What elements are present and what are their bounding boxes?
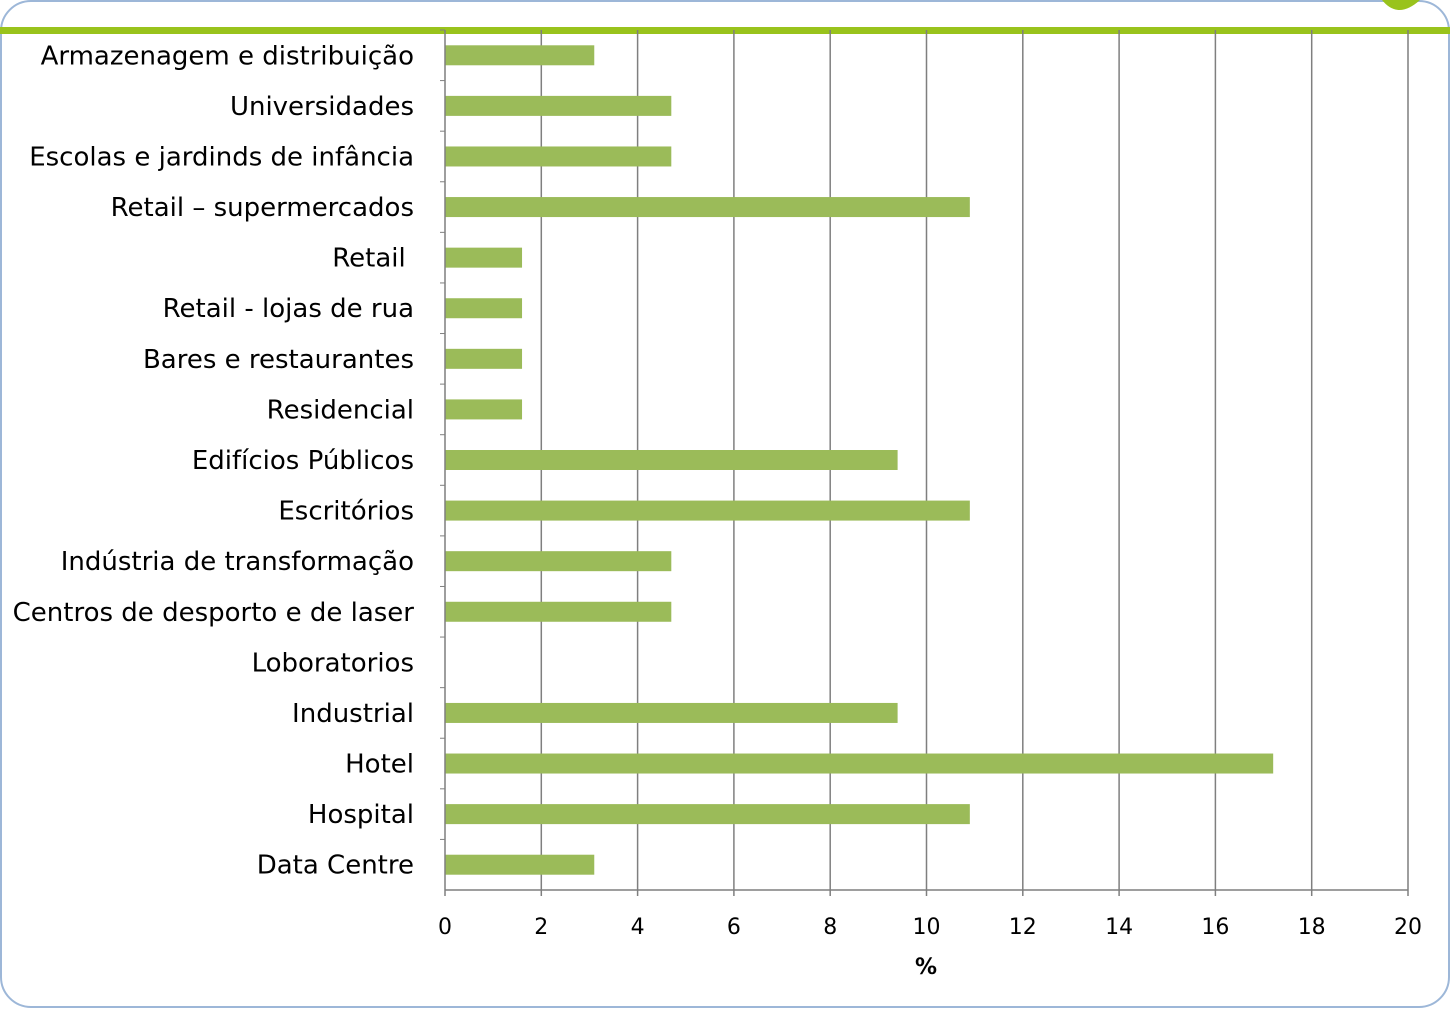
bar-14 (445, 702, 898, 723)
x-axis-title: % (915, 955, 937, 980)
category-label-14: Industrial (292, 699, 414, 729)
grid-lines (540, 30, 1409, 890)
category-label-5: Retail (332, 244, 414, 274)
category-label-11: Indústria de transformação (61, 547, 414, 577)
x-tick-label-4: 4 (631, 915, 645, 940)
bar-15 (445, 753, 1274, 774)
bar-16 (445, 804, 970, 825)
category-label-9: Edifícios Públicos (192, 446, 414, 476)
category-label-10: Escritórios (278, 497, 414, 527)
category-label-16: Hospital (308, 800, 414, 830)
bars (445, 45, 1274, 875)
accent-line (0, 27, 1450, 34)
category-label-1: Armazenagem e distribuição (41, 41, 414, 71)
bar-12 (445, 601, 672, 622)
bar-10 (445, 500, 970, 521)
x-tick-labels: 0 2 4 6 8 10 12 14 16 18 20 (438, 915, 1422, 940)
category-label-8: Residencial (267, 395, 414, 425)
category-label-15: Hotel (345, 750, 414, 780)
x-tick-label-12: 12 (1009, 915, 1037, 940)
axes (440, 29, 1409, 896)
bar-7 (445, 348, 523, 369)
bar-2 (445, 95, 672, 116)
bar-1 (445, 45, 595, 66)
category-label-4: Retail – supermercados (111, 193, 414, 223)
x-tick-label-6: 6 (727, 915, 741, 940)
category-label-7: Bares e restaurantes (143, 345, 414, 375)
x-tick-label-2: 2 (534, 915, 548, 940)
accent-corner (1382, 0, 1420, 10)
x-tick-label-20: 20 (1394, 915, 1422, 940)
bar-3 (445, 146, 672, 167)
category-label-3: Escolas e jardinds de infância (29, 142, 414, 172)
category-label-17: Data Centre (257, 851, 414, 881)
category-label-6: Retail - lojas de rua (163, 294, 414, 324)
bar-5 (445, 247, 523, 268)
category-label-12: Centros de desporto e de laser (13, 598, 415, 628)
bar-9 (445, 450, 898, 470)
x-tick-label-16: 16 (1201, 915, 1229, 940)
bar-8 (445, 399, 523, 420)
category-label-2: Universidades (230, 92, 414, 122)
x-tick-label-10: 10 (913, 915, 941, 940)
bar-11 (445, 551, 672, 572)
x-tick-label-14: 14 (1105, 915, 1133, 940)
category-labels: Armazenagem e distribuição Universidades E… (13, 41, 415, 880)
bar-17 (445, 854, 595, 875)
x-tick-label-0: 0 (438, 915, 452, 940)
bar-6 (445, 298, 523, 319)
category-label-13: Loboratorios (252, 648, 414, 678)
bar-4 (445, 197, 970, 218)
x-tick-label-8: 8 (823, 915, 837, 940)
x-tick-label-18: 18 (1298, 915, 1326, 940)
